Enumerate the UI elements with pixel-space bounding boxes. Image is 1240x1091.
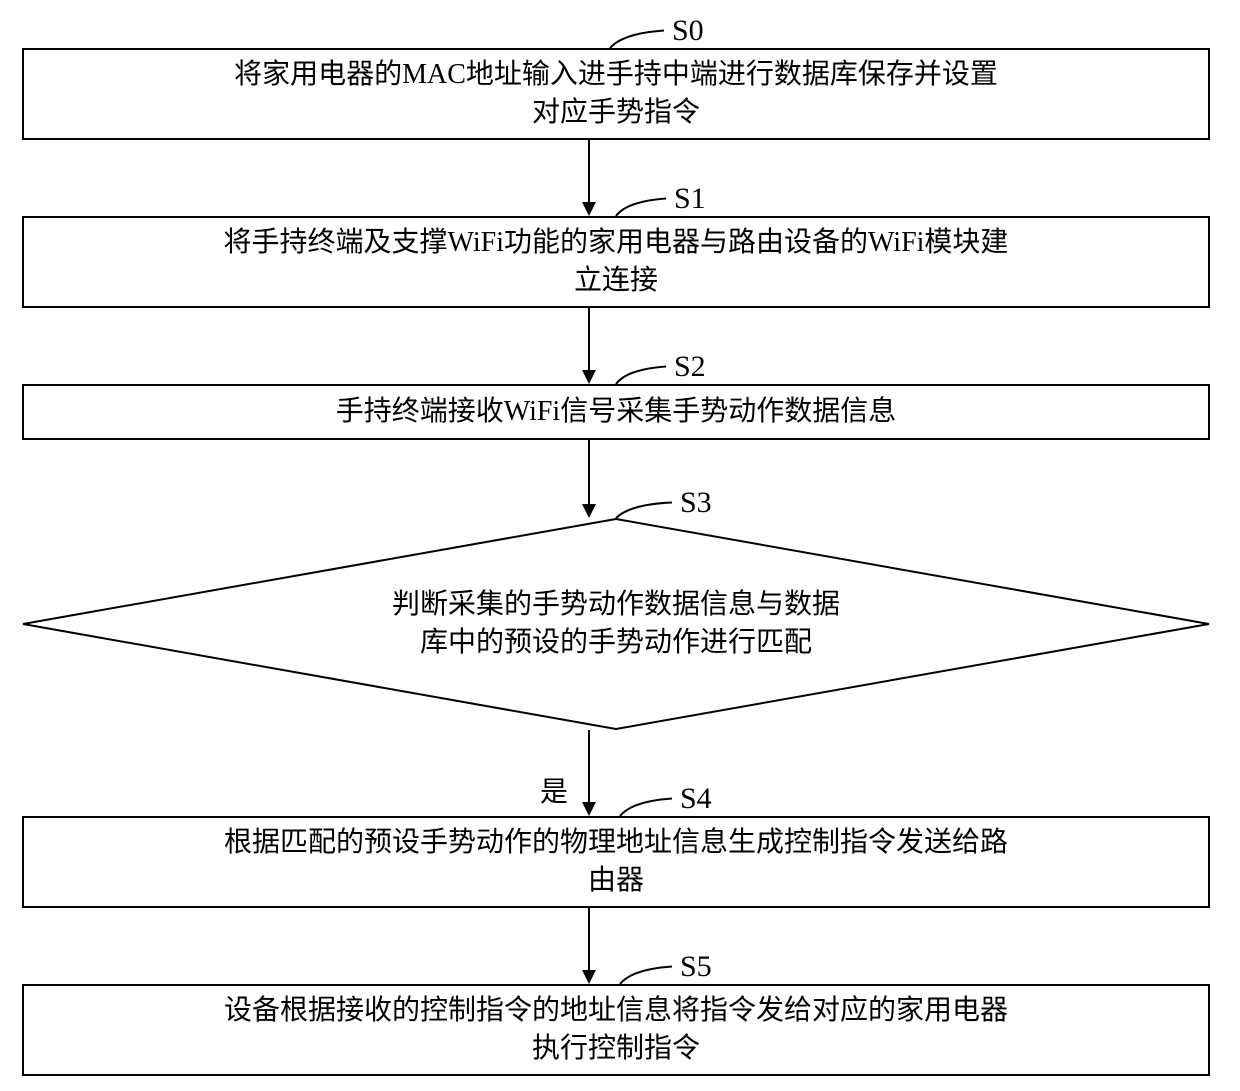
arrowhead-icon bbox=[582, 370, 596, 384]
flow-step-s1: 将手持终端及支撑WiFi功能的家用电器与路由设备的WiFi模块建 立连接 bbox=[22, 216, 1210, 308]
connector-line bbox=[588, 440, 590, 506]
callout-leader bbox=[600, 4, 682, 58]
flow-step-s0: 将家用电器的MAC地址输入进手持中端进行数据库保存并设置 对应手势指令 bbox=[22, 48, 1210, 140]
arrowhead-icon bbox=[582, 802, 596, 816]
callout-leader bbox=[606, 340, 684, 394]
arrowhead-icon bbox=[582, 504, 596, 518]
connector-line bbox=[588, 140, 590, 204]
flow-step-s5: 设备根据接收的控制指令的地址信息将指令发给对应的家用电器 执行控制指令 bbox=[22, 984, 1210, 1076]
flow-step-text: 设备根据接收的控制指令的地址信息将指令发给对应的家用电器 执行控制指令 bbox=[224, 992, 1008, 1068]
callout-leader bbox=[610, 772, 690, 826]
flow-step-s4: 根据匹配的预设手势动作的物理地址信息生成控制指令发送给路 由器 bbox=[22, 816, 1210, 908]
connector-line bbox=[588, 730, 590, 804]
flowchart-canvas: 将家用电器的MAC地址输入进手持中端进行数据库保存并设置 对应手势指令S0将手持… bbox=[0, 0, 1240, 1091]
flow-step-text: 将家用电器的MAC地址输入进手持中端进行数据库保存并设置 对应手势指令 bbox=[234, 56, 998, 132]
flow-step-text: 将手持终端及支撑WiFi功能的家用电器与路由设备的WiFi模块建 立连接 bbox=[224, 224, 1009, 300]
connector-line bbox=[588, 908, 590, 972]
flow-step-text: 根据匹配的预设手势动作的物理地址信息生成控制指令发送给路 由器 bbox=[224, 824, 1008, 900]
branch-label-yes: 是 bbox=[540, 770, 568, 810]
callout-leader bbox=[606, 172, 684, 226]
flow-decision-s3: 判断采集的手势动作数据信息与数据 库中的预设的手势动作进行匹配 bbox=[22, 518, 1210, 730]
arrowhead-icon bbox=[582, 202, 596, 216]
connector-line bbox=[588, 308, 590, 372]
callout-leader bbox=[610, 940, 690, 994]
flow-decision-text: 判断采集的手势动作数据信息与数据 库中的预设的手势动作进行匹配 bbox=[392, 586, 840, 662]
arrowhead-icon bbox=[582, 970, 596, 984]
flow-step-text: 手持终端接收WiFi信号采集手势动作数据信息 bbox=[336, 393, 896, 431]
callout-leader bbox=[606, 476, 690, 528]
